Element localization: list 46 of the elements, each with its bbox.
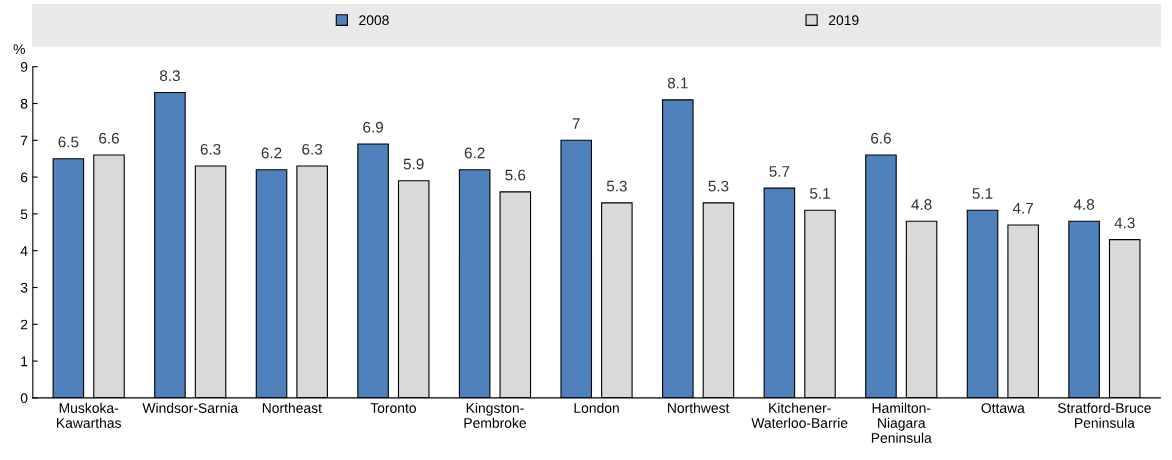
data-label: 6.2	[464, 147, 485, 159]
y-tick-label: 2	[20, 319, 28, 330]
y-tick-label: 7	[20, 135, 28, 146]
y-tick-label: 9	[20, 62, 28, 72]
x-tick-label: Northwest	[668, 402, 730, 413]
data-label: 5.6	[505, 169, 526, 181]
data-label: 6.2	[261, 147, 282, 159]
data-label: 5.1	[810, 188, 830, 199]
y-tick-label: 8	[20, 98, 28, 109]
x-tick-label: Windsor-Sarnia	[142, 402, 239, 413]
x-tick-label: Kingston- Pembroke	[464, 402, 527, 428]
data-label: 6.6	[871, 132, 891, 144]
y-tick-label: 1	[21, 356, 28, 367]
data-label: 4.7	[1012, 202, 1034, 214]
legend-label: 2019	[828, 15, 859, 26]
legend-label: 2008	[359, 15, 389, 26]
data-label: 4.3	[1114, 217, 1135, 229]
data-label: 6.3	[200, 143, 221, 155]
data-label: 6.5	[58, 136, 79, 148]
data-label: 5.3	[606, 180, 627, 192]
x-tick-label: Kitchener- Waterloo-Barrie	[751, 402, 848, 428]
data-label: 4.8	[1073, 199, 1095, 210]
data-label: 7	[572, 118, 580, 129]
y-tick-label: 5	[20, 209, 28, 220]
x-tick-label: Northeast	[262, 402, 322, 413]
x-tick-label: Ottawa	[981, 403, 1025, 413]
x-tick-label: Hamilton- Niagara Peninsula	[871, 402, 932, 443]
y-axis-title: %	[13, 44, 25, 54]
y-tick-label: 4	[20, 246, 28, 256]
data-label: 8.1	[667, 77, 688, 89]
x-tick-label: Stratford-Bruce Peninsula	[1057, 402, 1151, 428]
data-label: 5.7	[769, 166, 790, 177]
data-label: 5.3	[708, 180, 729, 192]
y-tick-label: 3	[20, 282, 28, 293]
data-label: 6.6	[99, 132, 119, 144]
data-label: 6.3	[302, 143, 323, 155]
y-tick-label: 6	[20, 172, 28, 183]
data-label: 6.9	[363, 121, 383, 133]
data-label: 4.8	[911, 199, 932, 210]
data-label: 8.3	[159, 70, 180, 82]
x-tick-label: Toronto	[370, 403, 416, 413]
x-tick-label: London	[574, 402, 619, 413]
y-tick-label: 0	[20, 393, 28, 404]
x-tick-label: Muskoka- Kawarthas	[57, 402, 121, 428]
data-label: 5.9	[403, 158, 424, 170]
data-label: 5.1	[972, 188, 993, 199]
